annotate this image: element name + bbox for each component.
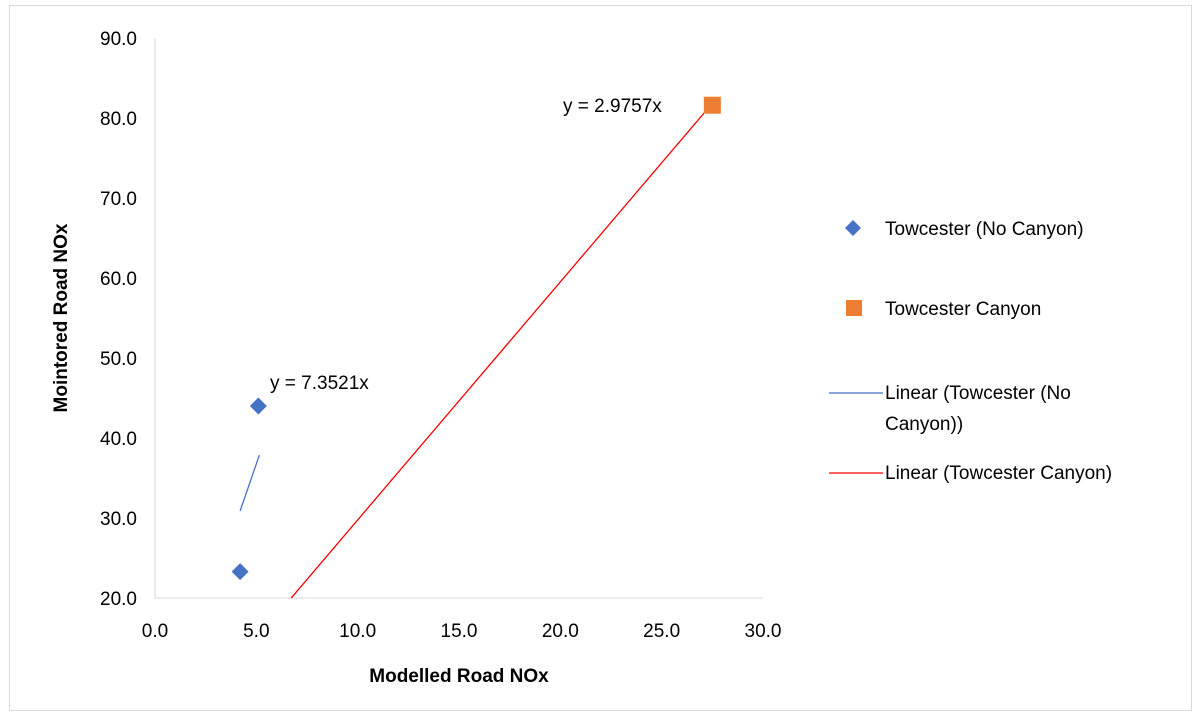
y-tick-label: 30.0 xyxy=(100,509,137,530)
y-tick-label: 20.0 xyxy=(100,589,137,610)
x-tick-label: 15.0 xyxy=(441,621,478,642)
trendline-equations: y = 7.3521x y = 2.9757x xyxy=(270,96,662,394)
x-tick-label: 30.0 xyxy=(745,621,782,642)
legend-label: Towcester Canyon xyxy=(885,299,1041,320)
y-tick-label: 90.0 xyxy=(100,29,137,50)
y-axis-title: Mointored Road NOx xyxy=(51,223,72,412)
axes xyxy=(154,38,763,599)
x-tick-label: 25.0 xyxy=(643,621,680,642)
legend-marker-diamond xyxy=(845,220,861,236)
x-tick-labels: 0.0 5.0 10.0 15.0 20.0 25.0 30.0 xyxy=(142,621,782,642)
x-tick-label: 20.0 xyxy=(542,621,579,642)
y-tick-label: 40.0 xyxy=(100,429,137,450)
trendline-equation-canyon: y = 2.9757x xyxy=(563,96,662,117)
trendline-2 xyxy=(290,102,713,599)
chart-frame xyxy=(9,5,1192,711)
legend-label: Canyon)) xyxy=(885,414,963,435)
legend-label: Linear (Towcester (No xyxy=(885,383,1071,404)
x-tick-label: 10.0 xyxy=(339,621,376,642)
y-tick-label: 80.0 xyxy=(100,109,137,130)
y-tick-labels: 20.0 30.0 40.0 50.0 60.0 70.0 80.0 90.0 xyxy=(100,29,137,610)
trendlines xyxy=(239,102,713,599)
data-point-square xyxy=(703,96,721,114)
legend-label: Towcester (No Canyon) xyxy=(885,219,1084,240)
legend-label: Linear (Towcester Canyon) xyxy=(885,463,1112,484)
y-tick-label: 70.0 xyxy=(100,189,137,210)
x-axis-title: Modelled Road NOx xyxy=(369,666,549,687)
data-point-diamond xyxy=(249,397,267,415)
x-tick-label: 5.0 xyxy=(243,621,269,642)
x-tick-label: 0.0 xyxy=(142,621,168,642)
y-tick-label: 50.0 xyxy=(100,349,137,370)
y-tick-label: 60.0 xyxy=(100,269,137,290)
legend-marker-square xyxy=(846,300,862,316)
legend: Towcester (No Canyon) Towcester Canyon Lin… xyxy=(829,219,1112,484)
trendline-equation-no-canyon: y = 7.3521x xyxy=(270,373,369,394)
data-points xyxy=(231,96,721,581)
data-point-diamond xyxy=(231,563,249,581)
trendline-1 xyxy=(239,454,260,512)
